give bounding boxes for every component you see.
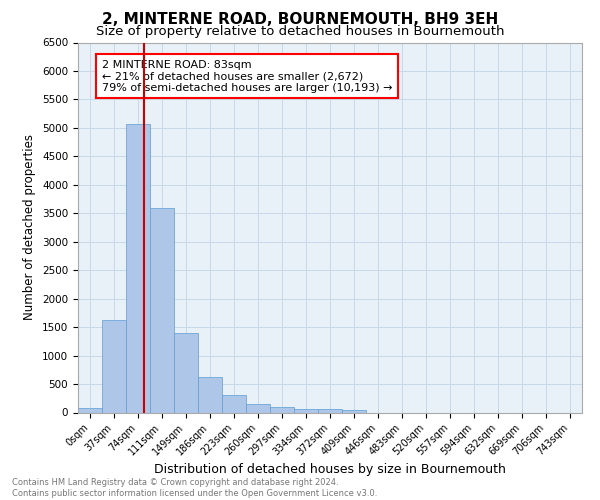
Text: Size of property relative to detached houses in Bournemouth: Size of property relative to detached ho… bbox=[96, 25, 504, 38]
Bar bbox=[150, 208, 174, 412]
Text: 2, MINTERNE ROAD, BOURNEMOUTH, BH9 3EH: 2, MINTERNE ROAD, BOURNEMOUTH, BH9 3EH bbox=[102, 12, 498, 28]
Bar bbox=[198, 377, 222, 412]
Bar bbox=[246, 404, 270, 412]
Text: 2 MINTERNE ROAD: 83sqm
← 21% of detached houses are smaller (2,672)
79% of semi-: 2 MINTERNE ROAD: 83sqm ← 21% of detached… bbox=[102, 60, 392, 93]
Text: Contains HM Land Registry data © Crown copyright and database right 2024.
Contai: Contains HM Land Registry data © Crown c… bbox=[12, 478, 377, 498]
Bar bbox=[222, 396, 246, 412]
Bar bbox=[270, 408, 294, 412]
Bar bbox=[342, 410, 366, 412]
Bar bbox=[294, 409, 318, 412]
Bar bbox=[318, 410, 342, 412]
Bar bbox=[102, 320, 126, 412]
Y-axis label: Number of detached properties: Number of detached properties bbox=[23, 134, 37, 320]
Bar bbox=[174, 333, 198, 412]
X-axis label: Distribution of detached houses by size in Bournemouth: Distribution of detached houses by size … bbox=[154, 463, 506, 476]
Bar bbox=[126, 124, 150, 412]
Bar bbox=[78, 408, 102, 412]
